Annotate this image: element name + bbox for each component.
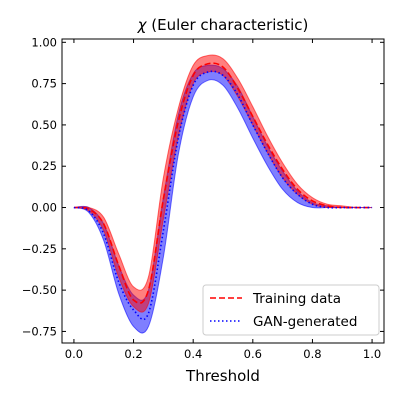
x-tick-label: 0.4 xyxy=(184,347,202,361)
chart-title-symbol: χ xyxy=(137,16,148,34)
legend-label-training-data: Training data xyxy=(252,291,341,307)
legend: Training data GAN-generated xyxy=(202,284,380,336)
legend-box xyxy=(202,284,380,336)
legend-label-gan-generated: GAN-generated xyxy=(253,314,357,330)
x-tick-label: 0.6 xyxy=(244,347,262,361)
y-axis-ticks: −0.75 −0.50 −0.25 0.00 0.25 0.50 0.75 1.00 xyxy=(22,35,384,338)
chart-title-text: (Euler characteristic) xyxy=(146,16,308,34)
y-tick-label: −0.75 xyxy=(22,324,57,338)
y-tick-label: 0.75 xyxy=(31,77,57,91)
series-lines xyxy=(73,62,373,321)
x-axis-ticks: 0.0 0.2 0.4 0.6 0.8 1.0 xyxy=(65,39,381,361)
x-tick-label: 0.0 xyxy=(65,347,83,361)
x-tick-label: 1.0 xyxy=(363,347,381,361)
x-tick-label: 0.8 xyxy=(303,347,321,361)
plot-frame xyxy=(61,38,385,344)
line-training-data xyxy=(73,62,373,304)
y-tick-label: 0.50 xyxy=(31,118,57,132)
y-tick-label: 1.00 xyxy=(31,35,57,49)
y-tick-label: 0.00 xyxy=(31,201,57,215)
x-tick-label: 0.2 xyxy=(124,347,142,361)
y-tick-label: 0.25 xyxy=(31,159,57,173)
x-axis-title: Threshold xyxy=(185,367,260,385)
chart-title: χ (Euler characteristic) xyxy=(137,16,309,34)
y-tick-label: −0.50 xyxy=(22,283,57,297)
y-tick-label: −0.25 xyxy=(22,242,57,256)
